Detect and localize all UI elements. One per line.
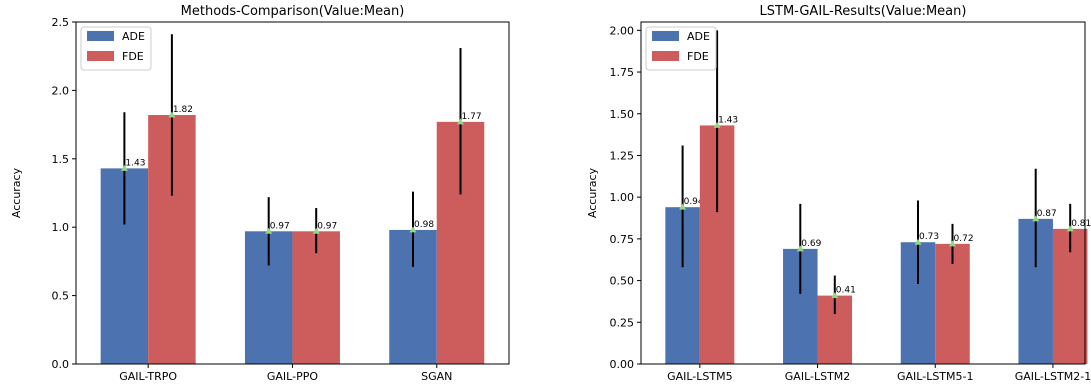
legend-swatch-fde <box>652 51 679 61</box>
y-axis-label: Accuracy <box>586 167 599 218</box>
mean-marker <box>457 118 464 125</box>
legend-swatch-fde <box>87 51 114 61</box>
x-tick-label: GAIL-LSTM2 <box>785 370 851 383</box>
y-tick-label: 0.25 <box>610 316 635 329</box>
legend-swatch-ade <box>87 31 114 41</box>
mean-marker <box>265 227 273 234</box>
mean-marker <box>312 227 320 234</box>
y-tick-label: 1.0 <box>52 221 70 234</box>
bar-fde <box>292 231 340 364</box>
legend-label: FDE <box>687 50 709 63</box>
x-tick-label: GAIL-LSTM5 <box>667 370 733 383</box>
mean-marker <box>713 121 721 128</box>
mean-marker <box>914 238 922 245</box>
y-tick-label: 0.00 <box>610 358 635 371</box>
data-label: 0.81 <box>1071 219 1091 229</box>
x-tick-label: GAIL-LSTM5-1 <box>897 370 973 383</box>
y-tick-label: 2.00 <box>610 24 635 37</box>
y-tick-label: 0.75 <box>610 233 635 246</box>
x-tick-label: GAIL-PPO <box>267 370 318 383</box>
y-tick-label: 1.25 <box>610 149 635 162</box>
mean-marker <box>949 240 956 247</box>
mean-marker <box>796 245 804 252</box>
x-tick-label: GAIL-TRPO <box>119 370 177 383</box>
data-label: 0.69 <box>801 239 821 249</box>
chart-2: LSTM-GAIL-Results(Value:Mean) 0.00 0.25 0.5… <box>586 4 1091 383</box>
data-label: 1.43 <box>125 158 145 168</box>
data-label: 0.94 <box>684 197 704 207</box>
data-label: 0.73 <box>919 232 939 242</box>
y-tick-label: 2.0 <box>52 84 70 97</box>
mean-marker <box>168 111 176 118</box>
y-tick-label: 0.5 <box>52 290 70 303</box>
legend-swatch-ade <box>652 31 679 41</box>
data-label: 1.43 <box>718 115 738 125</box>
y-tick-label: 1.75 <box>610 66 635 79</box>
y-tick-label: 2.5 <box>52 16 70 29</box>
data-label: 0.41 <box>836 286 856 296</box>
mean-marker <box>1032 215 1040 222</box>
data-label: 1.77 <box>462 112 482 122</box>
legend: ADE FDE <box>80 26 152 71</box>
mean-marker <box>1066 225 1074 232</box>
chart-title: Methods-Comparison(Value:Mean) <box>181 4 405 19</box>
data-label: 0.98 <box>414 220 434 230</box>
mean-marker <box>409 226 417 233</box>
data-label: 0.97 <box>270 221 290 231</box>
legend-label: ADE <box>122 30 145 43</box>
mean-marker <box>831 292 839 299</box>
data-label: 0.87 <box>1037 209 1057 219</box>
y-tick-label: 1.50 <box>610 108 635 121</box>
y-axis-label: Accuracy <box>10 167 23 218</box>
plot-frame <box>640 21 1086 365</box>
x-tick-label: GAIL-LSTM2-1 <box>1015 370 1091 383</box>
data-label: 0.72 <box>954 234 974 244</box>
y-tick-label: 0.0 <box>52 358 70 371</box>
y-tick-label: 1.5 <box>52 153 70 166</box>
y-tick-label: 0.50 <box>610 275 635 288</box>
chart-title: LSTM-GAIL-Results(Value:Mean) <box>760 4 967 19</box>
data-label: 1.82 <box>173 105 193 115</box>
legend-label: ADE <box>687 30 710 43</box>
legend: ADE FDE <box>645 26 717 71</box>
mean-marker <box>120 164 128 171</box>
mean-marker <box>679 203 687 210</box>
data-label: 0.97 <box>317 221 337 231</box>
plot-frame <box>75 21 510 365</box>
legend-label: FDE <box>122 50 144 63</box>
x-tick-label: SGAN <box>421 370 452 383</box>
chart-1: Methods-Comparison(Value:Mean) 0.0 0.5 1.0 1… <box>10 4 510 383</box>
y-tick-label: 1.00 <box>610 191 635 204</box>
